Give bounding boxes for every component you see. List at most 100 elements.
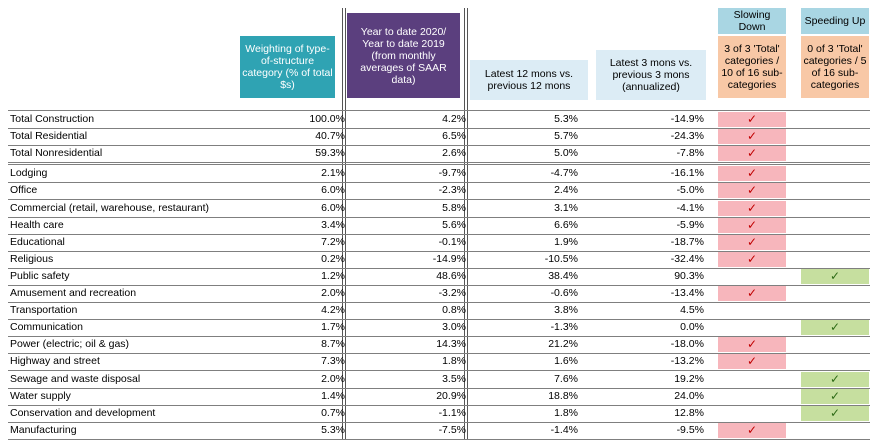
speeding-up-check-icon: ✓: [801, 371, 869, 387]
header-slowing-down-subtitle: 3 of 3 'Total' categories / 10 of 16 sub…: [718, 36, 786, 98]
speeding-up-check-icon: ✓: [801, 268, 869, 284]
row-divider: [8, 250, 870, 252]
header-speeding-up-subtitle: 0 of 3 'Total' categories / 5 of 16 sub-…: [801, 36, 869, 98]
row-divider: [8, 233, 870, 235]
row-ytd-change: 20.9%: [436, 389, 466, 402]
row-divider: [8, 216, 870, 218]
row-ytd-change: 48.6%: [436, 269, 466, 282]
row-12-month-change: -0.6%: [550, 287, 578, 299]
row-divider: [8, 164, 870, 166]
slowing-down-check-icon: ✓: [718, 183, 786, 199]
row-ytd-change: 14.3%: [436, 338, 466, 351]
table-row: Commercial (retail, warehouse, restauran…: [8, 200, 870, 217]
row-ytd-change: 1.8%: [442, 355, 466, 368]
row-divider: [8, 319, 870, 321]
row-weighting: 0.2%: [321, 252, 345, 265]
slowing-down-check-icon: ✓: [718, 129, 786, 145]
row-category: Total Residential: [10, 130, 88, 143]
row-3-month-change: 4.5%: [680, 304, 704, 317]
row-12-month-change: 6.6%: [554, 218, 578, 231]
row-12-month-change: 38.4%: [548, 269, 578, 282]
row-3-month-change: -18.7%: [670, 235, 704, 248]
row-category: Educational: [10, 235, 65, 248]
column-divider: [464, 8, 465, 440]
row-divider: [8, 145, 870, 147]
row-category: Conservation and development: [10, 406, 156, 419]
table-row: Highway and street 7.3% 1.8% 1.6% -13.2% ✓: [8, 353, 870, 370]
table-row: Total Nonresidential 59.3% 2.6% 5.0% -7.8% ✓: [8, 145, 870, 162]
row-3-month-change: 90.3%: [674, 269, 704, 282]
row-ytd-change: 5.6%: [442, 218, 466, 231]
column-divider: [345, 8, 346, 440]
header-slowing-down-title: Slowing Down: [718, 8, 786, 34]
row-weighting: 40.7%: [315, 130, 345, 143]
table-row: Water supply 1.4% 20.9% 18.8% 24.0% ✓: [8, 388, 870, 405]
row-category: Total Nonresidential: [10, 147, 103, 160]
row-12-month-change: 21.2%: [548, 338, 578, 351]
row-divider: [8, 182, 870, 184]
row-category: Health care: [10, 218, 64, 231]
table-row: Religious 0.2% -14.9% -10.5% -32.4% ✓: [8, 251, 870, 268]
slowing-down-check-icon: ✓: [718, 337, 786, 353]
table-row: Educational 7.2% -0.1% 1.9% -18.7% ✓: [8, 234, 870, 251]
row-weighting: 7.3%: [321, 355, 345, 368]
slowing-down-check-icon: ✓: [718, 251, 786, 267]
row-3-month-change: 0.0%: [680, 321, 704, 334]
slowing-down-check-icon: ✓: [718, 200, 786, 216]
row-12-month-change: 1.9%: [554, 235, 578, 248]
table-row: Total Residential 40.7% 6.5% 5.7% -24.3% ✓: [8, 128, 870, 145]
table-row: Amusement and recreation 2.0% -3.2% -0.6% -1…: [8, 285, 870, 302]
header-divider: [8, 110, 870, 111]
row-category: Sewage and waste disposal: [10, 372, 141, 385]
row-category: Religious: [10, 252, 54, 265]
speeding-up-check-icon: ✓: [801, 388, 869, 404]
row-category: Power (electric; oil & gas): [10, 338, 130, 351]
row-weighting: 1.7%: [321, 321, 345, 334]
row-divider: [8, 128, 870, 129]
row-weighting: 2.0%: [321, 372, 345, 385]
row-divider: [8, 267, 870, 269]
row-divider: [8, 370, 870, 372]
row-ytd-change: -2.3%: [438, 184, 466, 197]
row-12-month-change: 5.7%: [554, 130, 578, 143]
row-3-month-change: -13.4%: [670, 287, 704, 299]
slowing-down-check-icon: ✓: [718, 146, 786, 162]
table-row: Power (electric; oil & gas) 8.7% 14.3% 21.2…: [8, 336, 870, 353]
column-divider: [342, 8, 343, 440]
row-ytd-change: -3.2%: [438, 287, 466, 299]
row-12-month-change: 3.8%: [554, 304, 578, 317]
header-latest-3-months: Latest 3 mons vs. previous 3 mons (annua…: [596, 50, 706, 100]
row-12-month-change: 7.6%: [554, 372, 578, 385]
row-weighting: 6.0%: [321, 201, 345, 214]
row-divider: [8, 302, 870, 303]
row-12-month-change: 2.4%: [554, 184, 578, 197]
row-weighting: 3.4%: [321, 218, 345, 231]
column-divider: [467, 8, 468, 440]
header-weighting: Weighting of type-of-structure category …: [240, 36, 335, 98]
row-weighting: 100.0%: [309, 113, 345, 125]
row-3-month-change: 19.2%: [674, 372, 704, 385]
row-ytd-change: 4.2%: [442, 113, 466, 125]
row-category: Highway and street: [10, 355, 100, 368]
row-divider: [8, 353, 870, 355]
table-row: Office 6.0% -2.3% 2.4% -5.0% ✓: [8, 182, 870, 199]
row-3-month-change: -5.0%: [676, 184, 704, 197]
row-weighting: 1.4%: [321, 389, 345, 402]
row-category: Manufacturing: [10, 423, 77, 436]
table-row: Health care 3.4% 5.6% 6.6% -5.9% ✓: [8, 217, 870, 234]
row-weighting: 5.3%: [321, 423, 345, 436]
row-weighting: 6.0%: [321, 184, 345, 197]
row-category: Lodging: [10, 167, 48, 180]
row-ytd-change: 0.8%: [442, 304, 466, 317]
table-row: Manufacturing 5.3% -7.5% -1.4% -9.5% ✓: [8, 422, 870, 439]
row-3-month-change: -32.4%: [670, 252, 704, 265]
row-weighting: 59.3%: [315, 147, 345, 160]
table-row: Transportation 4.2% 0.8% 3.8% 4.5%: [8, 302, 870, 319]
header-speeding-up-title: Speeding Up: [801, 8, 869, 34]
speeding-up-check-icon: ✓: [801, 320, 869, 336]
row-category: Office: [10, 184, 38, 197]
row-12-month-change: -1.4%: [550, 423, 578, 436]
row-12-month-change: 5.3%: [554, 113, 578, 125]
row-12-month-change: -1.3%: [550, 321, 578, 334]
row-weighting: 1.2%: [321, 269, 345, 282]
